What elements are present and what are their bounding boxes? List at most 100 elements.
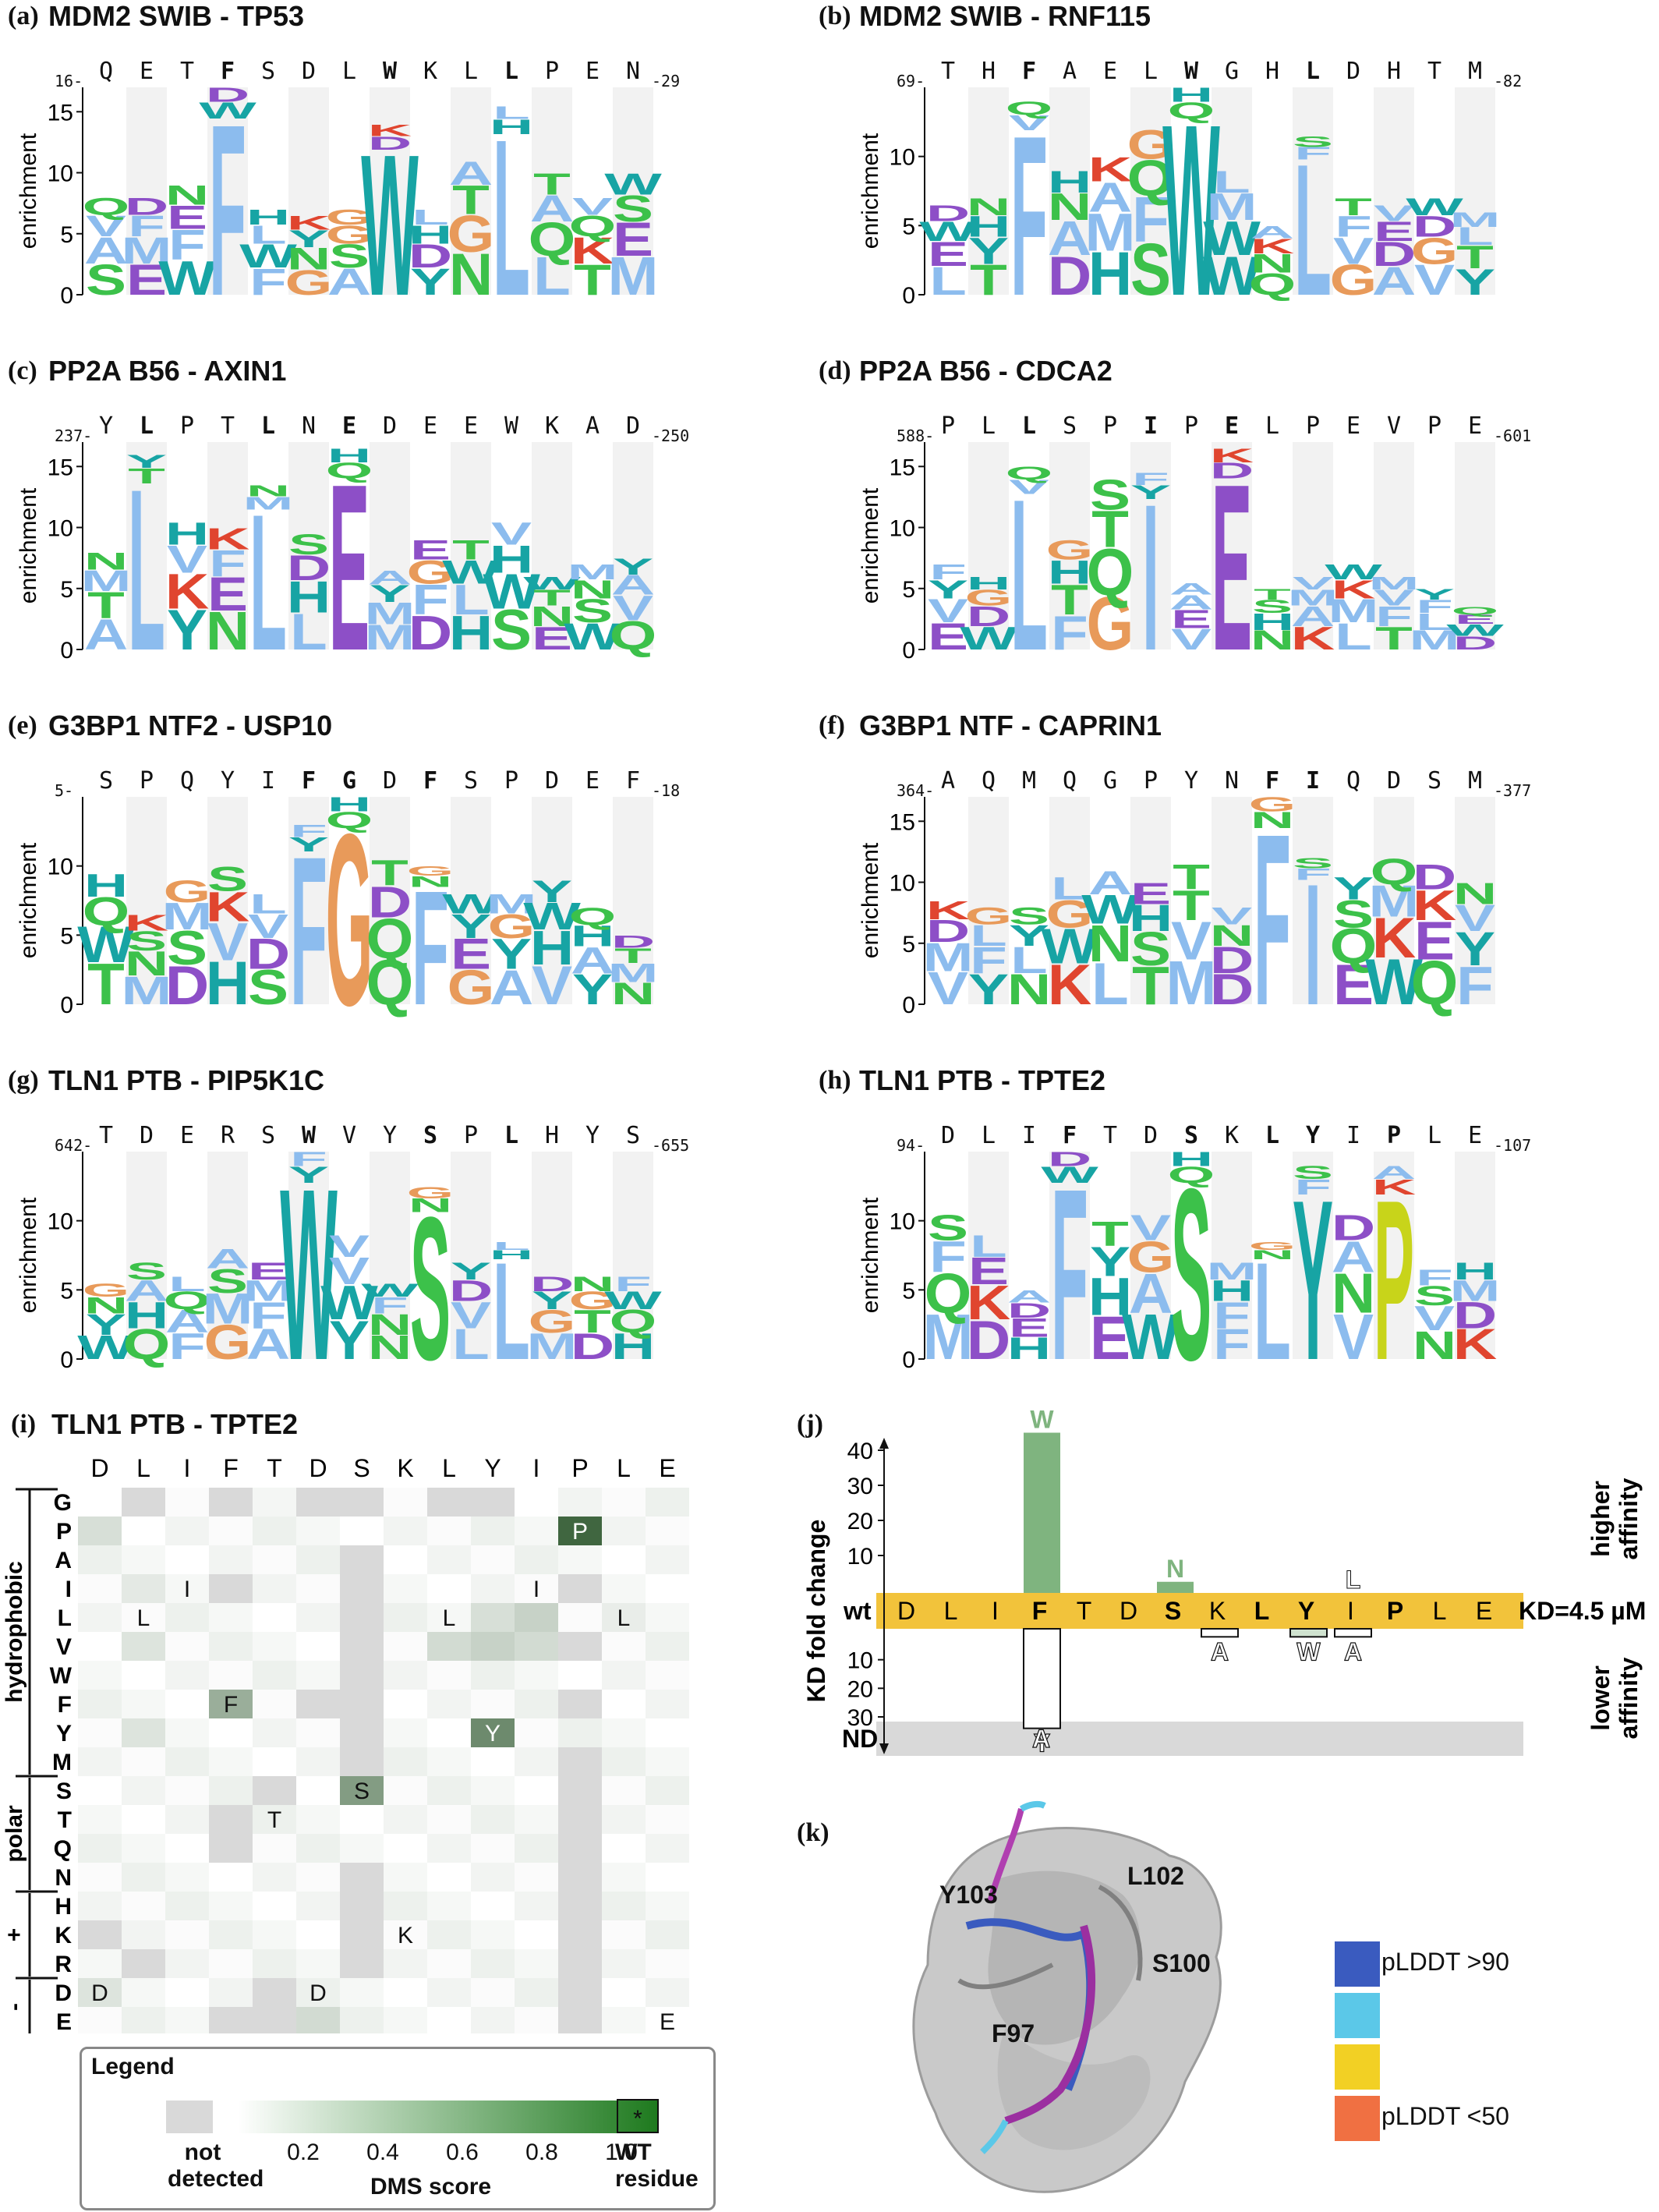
logo-letter: F [1132, 184, 1169, 257]
wt-residue: S [463, 767, 479, 795]
wt-residue: E [341, 412, 357, 440]
wt-residue: K [423, 58, 438, 85]
heatmap-cell [427, 1892, 471, 1920]
logo-letter: W [77, 917, 135, 974]
residue-label: F97 [992, 2019, 1035, 2047]
column-shade [968, 797, 1009, 1004]
logo-letter: T [1375, 621, 1413, 657]
heatmap-cell [471, 1545, 515, 1574]
logo-letter: S [1414, 1280, 1455, 1311]
kd-value: KD=4.5 µM [1519, 1597, 1646, 1625]
column-shade [451, 442, 491, 649]
heatmap-cell [253, 2007, 296, 2033]
heatmap-cell [78, 2007, 122, 2033]
column-shade [1130, 442, 1171, 649]
residue-label: S100 [1152, 1949, 1211, 1977]
logo-letter: N [287, 242, 331, 276]
y-tick-label: 15 [48, 100, 73, 126]
wt-marker: T [267, 1807, 281, 1833]
heatmap-cell [253, 1603, 296, 1632]
y-axis-label: enrichment [16, 487, 41, 603]
kd-wt-residue: I [992, 1597, 999, 1625]
wt-residue: I [1143, 412, 1158, 440]
logo-letter: V [167, 537, 207, 581]
plddt-swatch [1335, 1941, 1380, 1987]
logo-letter: S [572, 593, 613, 629]
heatmap-cell [602, 1517, 646, 1545]
logo-letter: G [1127, 122, 1175, 168]
heatmap-cell [558, 1892, 602, 1920]
logo-letter: D [287, 548, 331, 588]
column-label: E [659, 1454, 675, 1482]
logo-letter: N [1250, 248, 1294, 278]
nd-label: A [1032, 1725, 1050, 1753]
heatmap-cell [122, 1834, 165, 1863]
logo-letter: L [1416, 608, 1453, 635]
panel-label: (d) [819, 356, 851, 385]
logo-letter: H [246, 206, 290, 229]
logo-letter: T [452, 535, 490, 566]
seq-end-number: -601 [1494, 426, 1532, 445]
logo-letter: S [1293, 855, 1333, 871]
heatmap-cell [558, 1545, 602, 1574]
mutant-label: W [1296, 1637, 1321, 1665]
mutant-label: A [1211, 1637, 1229, 1665]
plddt-swatch [1335, 2044, 1380, 2090]
logo-letter: G [285, 263, 333, 303]
heatmap-cell [209, 1718, 253, 1747]
logo-letter: F [1335, 210, 1372, 243]
logo-letter: V [1374, 201, 1414, 226]
column-shade [1293, 442, 1333, 649]
heatmap-cell [165, 1949, 209, 1978]
logo-letter: V [491, 516, 532, 551]
logo-letter: W [442, 554, 500, 591]
heatmap-cell [646, 1488, 689, 1517]
logo-panel-d: (d) PP2A B56 - CDCA2 588- -601 P L L S P I P E L P E V P… [811, 355, 1637, 706]
kd-wt-residue: E [1476, 1597, 1492, 1625]
wt-residue: W [382, 58, 398, 85]
logo-letter: M [122, 229, 172, 272]
column-shade [1049, 87, 1090, 295]
row-label: F [58, 1692, 72, 1718]
heatmap-cell [558, 2007, 602, 2033]
heatmap-cell [209, 1978, 253, 2007]
logo-letter: E [410, 535, 451, 566]
wt-residue: T [1102, 1122, 1118, 1149]
arrow-up [879, 1438, 889, 1449]
y-tick-label: 15 [890, 809, 915, 835]
heatmap-cell [165, 1661, 209, 1690]
heatmap-cell [515, 1805, 558, 1834]
wt-marker: P [572, 1519, 588, 1545]
logo-letter: A [246, 1321, 290, 1368]
wt-residue: T [220, 412, 235, 440]
logo-letter: G [1411, 229, 1459, 271]
logo-letter: Q [1006, 98, 1053, 119]
heatmap-cell [340, 1776, 384, 1805]
kd-wt-residue: L [1433, 1597, 1447, 1625]
heatmap-cell [340, 1517, 384, 1545]
heatmap-cell [427, 1949, 471, 1978]
logo-letter: Q [326, 808, 373, 833]
seq-start-number: 237- [55, 426, 93, 445]
heatmap-cell [427, 1718, 471, 1747]
heatmap-cell [165, 1488, 209, 1517]
heatmap-cell [384, 1863, 427, 1892]
logo-letter: A [571, 939, 614, 981]
wt-residue: S [1062, 412, 1077, 440]
heatmap-cell [165, 1574, 209, 1603]
logo-letter: M [1207, 186, 1258, 228]
heatmap-cell [122, 1603, 165, 1632]
logo-letter: H [1210, 1274, 1254, 1308]
logo-letter: V [1333, 229, 1374, 271]
column-shade [207, 442, 248, 649]
logo-letter: A [1048, 211, 1091, 266]
logo-letter: W [1365, 947, 1423, 1019]
logo-letter: F [1213, 1294, 1250, 1336]
heatmap-cell [646, 1834, 689, 1863]
heatmap-cell [296, 1776, 340, 1805]
logo-letter: S [126, 1258, 167, 1285]
logo-letter: A [1291, 600, 1335, 632]
logo-letter: M [608, 246, 659, 306]
